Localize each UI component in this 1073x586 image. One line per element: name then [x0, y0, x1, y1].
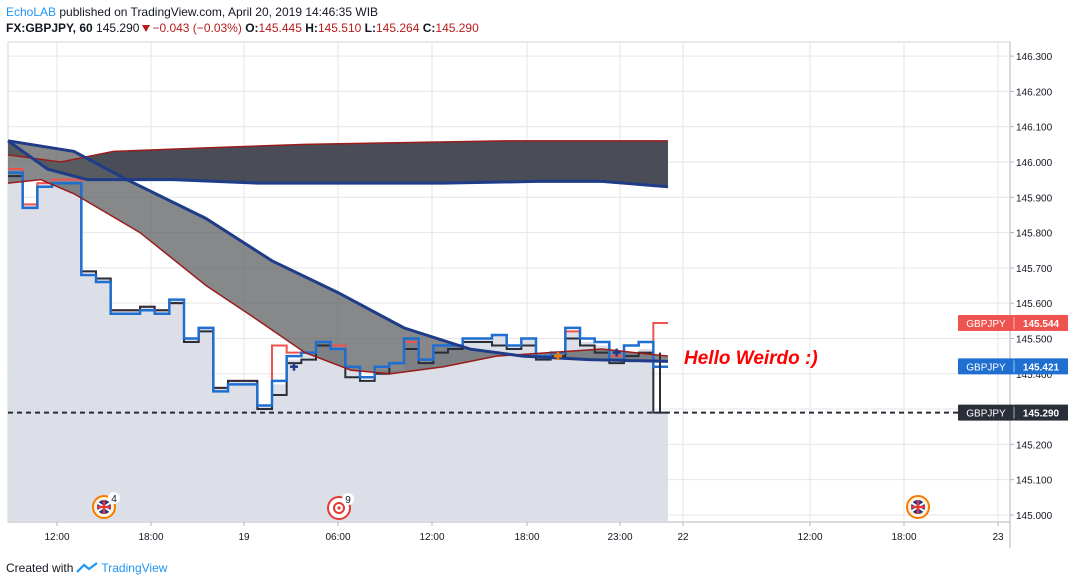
uk-flag-icon: [97, 500, 111, 514]
price-tick-label: 145.000: [1016, 511, 1053, 522]
close-label: C:: [422, 21, 436, 35]
price-label-name-bg: [958, 404, 1014, 421]
time-tick-label: 22: [677, 532, 689, 543]
event-count-2: 9: [345, 495, 351, 506]
price-tick-label: 145.500: [1016, 334, 1053, 345]
close-value: 145.290: [435, 21, 479, 35]
price-tick-label: 145.200: [1016, 440, 1053, 451]
price-label-value: 145.421: [1023, 362, 1060, 373]
header-row-1: EchoLAB published on TradingView.com, Ap…: [6, 4, 479, 20]
cross-marker: [554, 352, 562, 361]
created-with-text: Created with: [6, 561, 74, 575]
open-value: 145.445: [258, 21, 302, 35]
time-tick-label: 23:00: [607, 532, 632, 543]
symbol-label[interactable]: FX:GBPJPY, 60: [6, 21, 93, 35]
fast-ma-cloud: [8, 140, 668, 374]
event-uk-flag-1[interactable]: 4: [92, 492, 120, 519]
price-label-name: GBPJPY: [966, 362, 1006, 373]
high-label: H:: [305, 21, 318, 35]
low-value: 145.264: [376, 21, 420, 35]
cross-marker: [612, 348, 621, 357]
slow-ma-cloud: [8, 140, 668, 187]
price-label-2: GBPJPY 145.290: [958, 404, 1068, 421]
ma-fast-navy-line: [7, 139, 669, 363]
series-layer: [7, 139, 1010, 522]
price-change: −0.043 (−0.03%): [152, 21, 242, 35]
header-row-2: FX:GBPJPY, 60 145.290 −0.043 (−0.03%) O:1…: [6, 20, 479, 36]
time-tick-label: 12:00: [419, 532, 444, 543]
price-label-value-bg: [1014, 314, 1068, 331]
price-axis[interactable]: 146.300 146.200 146.100 146.000 145.900 145.8…: [1010, 52, 1053, 522]
time-tick-label: 12:00: [44, 532, 69, 543]
price-tick-label: 145.600: [1016, 299, 1053, 310]
price-label-name-bg: [958, 358, 1014, 375]
event-target-2[interactable]: 9: [327, 493, 354, 520]
price-tick-label: 146.200: [1016, 87, 1053, 98]
ma-fast-red-line: [7, 178, 669, 375]
low-label: L:: [364, 21, 376, 35]
chart-annotation[interactable]: Hello Weirdo :): [684, 348, 818, 369]
cross-marker: [290, 362, 298, 371]
price-label-value-bg: [1014, 358, 1068, 375]
tradingview-logo-icon: [76, 562, 99, 573]
price-label-name: GBPJPY: [966, 319, 1006, 330]
price-label-0: GBPJPY 145.544: [958, 314, 1068, 331]
price-tick-label: 146.100: [1016, 123, 1053, 134]
price-label-value-bg: [1014, 404, 1068, 421]
ma-slow-navy-line: [7, 139, 669, 189]
footer: Created with TradingView: [6, 561, 167, 575]
high-value: 145.510: [317, 21, 362, 35]
time-axis[interactable]: 12:00 18:00 19 06:00 12:00 18:00 23:00 22 12:00 1…: [44, 522, 1004, 543]
published-text: published on TradingView.com, April 20, …: [56, 5, 379, 19]
ma-slow-red-line: [7, 140, 668, 163]
time-tick-label: 18:00: [891, 532, 916, 543]
event-uk-flag-3[interactable]: [906, 495, 930, 519]
time-tick-label: 18:00: [514, 532, 539, 543]
down-arrow-icon: [142, 25, 151, 33]
author-link[interactable]: EchoLAB: [6, 5, 57, 19]
event-count-1: 4: [111, 494, 117, 505]
price-label-value: 145.290: [1023, 409, 1060, 420]
last-price: 145.290: [96, 21, 140, 35]
price-labels: GBPJPY 145.544 GBPJPY 145.421 GBPJPY 145.290: [958, 314, 1068, 421]
time-tick-label: 12:00: [797, 532, 822, 543]
open-label: O:: [245, 21, 259, 35]
price-tick-label: 145.400: [1016, 370, 1053, 381]
chart-header: EchoLAB published on TradingView.com, Ap…: [6, 4, 479, 36]
uk-flag-icon: [911, 500, 925, 514]
price-area: [8, 172, 668, 522]
price-label-value: 145.544: [1023, 319, 1060, 330]
event-count-bg-2: [342, 493, 354, 505]
price-tick-label: 145.900: [1016, 193, 1053, 204]
time-tick-label: 23: [992, 532, 1004, 543]
time-tick-label: 06:00: [325, 532, 350, 543]
price-tick-label: 146.300: [1016, 52, 1053, 63]
price-tick-label: 145.700: [1016, 264, 1053, 275]
price-label-name: GBPJPY: [966, 409, 1006, 420]
price-tick-label: 146.000: [1016, 158, 1053, 169]
series-blue-line: [8, 171, 668, 407]
tradingview-brand-link[interactable]: TradingView: [101, 561, 168, 575]
time-tick-label: 18:00: [138, 532, 163, 543]
time-tick-label: 19: [238, 532, 250, 543]
event-count-bg-1: [108, 492, 120, 504]
price-tick-label: 145.100: [1016, 476, 1053, 487]
target-dot: [337, 506, 341, 510]
price-label-1: GBPJPY 145.421: [958, 358, 1068, 375]
price-tick-label: 145.800: [1016, 229, 1053, 240]
price-label-name-bg: [958, 314, 1014, 331]
